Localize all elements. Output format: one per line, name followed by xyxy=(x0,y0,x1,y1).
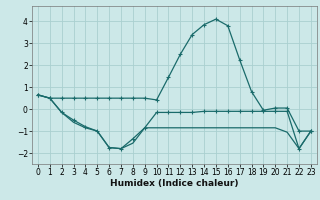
X-axis label: Humidex (Indice chaleur): Humidex (Indice chaleur) xyxy=(110,179,239,188)
